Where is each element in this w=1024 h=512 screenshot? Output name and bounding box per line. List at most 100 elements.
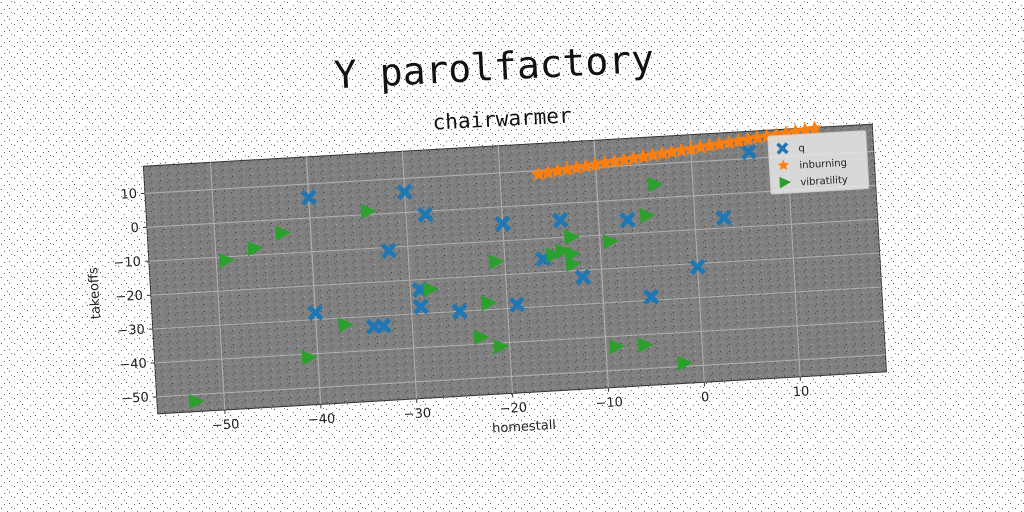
y-tick-label: 0 xyxy=(130,221,139,236)
legend: q inburning vibratility xyxy=(767,130,870,195)
legend-label-inburning: inburning xyxy=(799,158,847,172)
inburning-point xyxy=(807,120,823,136)
q-point xyxy=(574,268,591,286)
plot-group: −50 −40 −30 −20 −10 0 10 −50 −40 −30 −20 −10 0 10 qi… xyxy=(86,120,888,437)
inburning-point xyxy=(711,136,727,151)
vibratility-point xyxy=(564,229,580,245)
vibratility-point xyxy=(493,339,510,355)
inburning-point xyxy=(702,137,718,153)
vibratility-point xyxy=(488,254,505,270)
inburning-point xyxy=(559,161,575,177)
inburning-point xyxy=(683,140,699,156)
inburning-point xyxy=(587,156,603,172)
q-point xyxy=(451,303,468,320)
vibratility-point xyxy=(677,355,693,372)
plot-noise xyxy=(143,124,887,414)
inburning-point xyxy=(530,166,546,181)
legend-label-vibratility: vibratility xyxy=(800,175,848,189)
vibratility-point xyxy=(647,177,664,193)
y-tick-label: −30 xyxy=(117,322,145,339)
series-q xyxy=(300,143,757,335)
vibratility-point xyxy=(473,330,490,346)
q-point xyxy=(508,296,526,313)
q-point xyxy=(412,298,430,316)
q-point xyxy=(619,211,636,229)
y-tick-label: −40 xyxy=(119,356,147,373)
data-marks xyxy=(188,120,823,410)
inburning-point xyxy=(740,131,756,147)
inburning-point xyxy=(664,144,680,159)
inburning-point xyxy=(578,158,594,173)
y-axis-label: takeoffs xyxy=(86,267,104,320)
x-tick-label: −20 xyxy=(499,401,527,418)
legend-label-q: q xyxy=(798,143,805,154)
inburning-point xyxy=(606,153,623,169)
x-tick-label: 0 xyxy=(701,390,710,405)
y-tick-label: −20 xyxy=(115,289,143,306)
q-point xyxy=(689,258,706,276)
y-tick-label: −50 xyxy=(121,390,149,407)
x-tick-label: −40 xyxy=(307,412,335,429)
q-point xyxy=(551,212,569,229)
vibratility-point xyxy=(219,252,235,269)
y-grid-line xyxy=(150,252,880,296)
q-point xyxy=(417,206,434,223)
y-grid-line xyxy=(144,150,874,194)
x-grid-line xyxy=(497,145,513,394)
vibratility-point xyxy=(275,225,291,242)
y-grid-line xyxy=(146,184,876,228)
vibratility-point xyxy=(301,350,318,366)
x-grid-line xyxy=(210,162,226,410)
inburning-point xyxy=(549,162,565,178)
series-inburning xyxy=(530,120,823,181)
x-axis-ticks: −50 −40 −30 −20 −10 0 10 xyxy=(212,376,810,434)
legend-marker-q xyxy=(776,142,789,155)
vibratility-point xyxy=(602,234,619,250)
vibratility-point xyxy=(639,208,656,224)
x-tick-label: −50 xyxy=(212,417,240,434)
inburning-point xyxy=(673,142,689,158)
q-point xyxy=(740,143,757,161)
inburning-point xyxy=(644,147,661,162)
q-point xyxy=(375,317,392,335)
vibratility-point xyxy=(637,337,654,353)
inburning-point xyxy=(597,155,613,170)
y-grid-line xyxy=(154,320,884,364)
legend-marker-inburning xyxy=(777,159,790,171)
vibratility-point xyxy=(481,295,498,311)
q-point xyxy=(307,304,324,322)
vibratility-point xyxy=(338,317,354,333)
y-tick-label: 10 xyxy=(120,187,137,203)
q-point xyxy=(643,288,660,306)
inburning-point xyxy=(540,164,556,180)
x-tick-label: −30 xyxy=(403,406,431,423)
x-tick-label: 10 xyxy=(792,384,809,400)
vibratility-point xyxy=(565,256,582,272)
q-point xyxy=(300,189,318,206)
inburning-point xyxy=(730,133,746,148)
inburning-point xyxy=(654,145,670,161)
inburning-point xyxy=(616,151,632,167)
inburning-point xyxy=(635,148,651,164)
vibratility-point xyxy=(422,281,439,298)
inburning-point xyxy=(749,129,765,145)
vibratility-point xyxy=(608,339,625,355)
inburning-point xyxy=(797,122,813,137)
x-grid-line xyxy=(689,134,705,383)
x-grid-line xyxy=(593,140,609,388)
vibratility-point xyxy=(247,241,264,257)
legend-marker-vibratility xyxy=(779,176,792,189)
vibratility-point xyxy=(188,394,205,410)
q-point xyxy=(494,215,511,232)
grid-lines xyxy=(144,129,886,410)
y-grid-line xyxy=(152,286,882,330)
x-axis-label: homestall xyxy=(492,418,557,437)
inburning-point xyxy=(568,159,584,175)
series-vibratility xyxy=(188,177,693,410)
vibratility-point xyxy=(565,246,581,262)
x-tick-label: −10 xyxy=(595,395,623,412)
y-tick-label: −10 xyxy=(113,255,141,272)
y-grid-line xyxy=(156,354,886,398)
